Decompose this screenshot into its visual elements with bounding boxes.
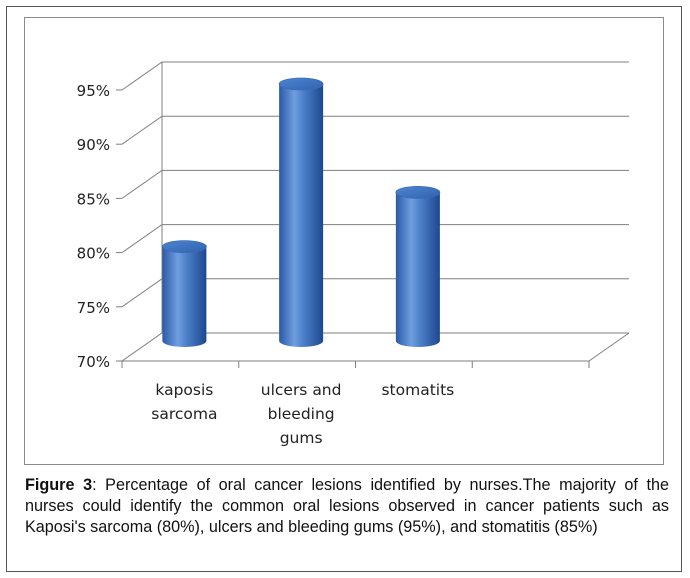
caption-text: : Percentage of oral cancer lesions iden…: [25, 476, 669, 536]
x-category-label: sarcoma: [151, 405, 217, 423]
bar-body: [279, 84, 324, 347]
caption-label: Figure 3: [25, 476, 93, 494]
bar-top: [278, 77, 324, 91]
gridline: [121, 115, 629, 145]
figure-caption: Figure 3: Percentage of oral cancer lesi…: [25, 475, 669, 538]
x-category-label: gums: [280, 429, 323, 447]
y-tick-label: 75%: [77, 299, 110, 317]
bar-top: [161, 240, 207, 254]
bar-top: [395, 185, 441, 199]
x-category-label: stomatits: [381, 381, 454, 399]
figure-frame: 70% 75% 80% 85% 90% 95% kaposis sarcoma ulcers a…: [6, 6, 682, 572]
bar-body: [162, 246, 207, 347]
y-tick-label: 95%: [77, 82, 110, 100]
bar: [278, 77, 324, 347]
y-tick-label: 80%: [77, 245, 110, 263]
x-category-label: kaposis: [155, 381, 213, 399]
chart-area: 70% 75% 80% 85% 90% 95% kaposis sarcoma ulcers a…: [24, 17, 664, 465]
bar-chart: 70% 75% 80% 85% 90% 95% kaposis sarcoma ulcers a…: [77, 61, 630, 447]
x-category-label: bleeding: [268, 405, 335, 423]
gridline: [121, 61, 629, 91]
y-tick-label: 90%: [77, 136, 110, 154]
bar: [395, 185, 441, 347]
bar-body: [395, 192, 440, 347]
gridline: [121, 169, 629, 199]
floor-right-edge: [588, 332, 630, 362]
y-tick-label: 70%: [77, 353, 110, 371]
x-category-label: ulcers and: [261, 381, 342, 399]
bar: [161, 240, 207, 347]
y-tick-label: 85%: [77, 190, 110, 208]
